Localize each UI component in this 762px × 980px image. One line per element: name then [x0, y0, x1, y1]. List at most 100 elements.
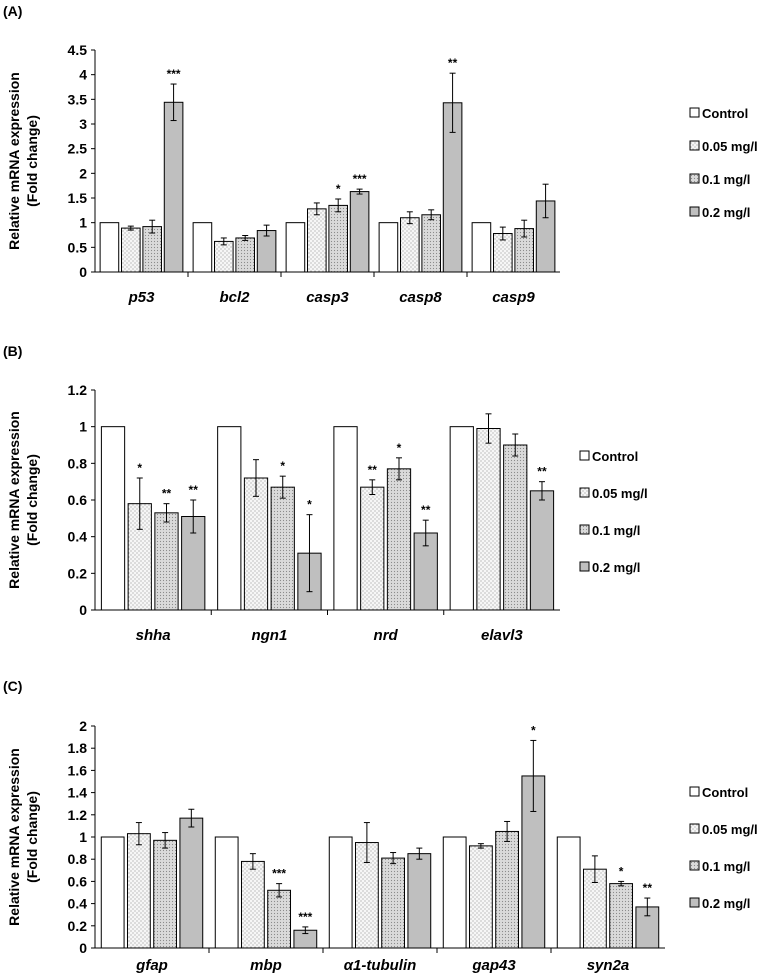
panel-label: (A)	[3, 3, 22, 19]
bar-elavl3-3	[529, 490, 555, 611]
y-tick-label: 0.8	[68, 455, 88, 471]
significance-marker: **	[189, 483, 199, 497]
bar-gfap-3	[179, 817, 204, 949]
bar-α1-tubulin-0	[328, 836, 353, 949]
y-tick-label: 1.4	[68, 785, 88, 801]
bar-casp3-1	[307, 208, 327, 273]
category-label-shha: shha	[136, 627, 171, 644]
bar-bcl2-0	[192, 222, 213, 273]
bar-bcl2-1	[214, 240, 234, 273]
legend-swatch-3	[689, 206, 700, 217]
legend-entry-0: Control	[592, 449, 638, 464]
legend-entry-3: 0.2 mg/l	[702, 205, 750, 220]
significance-marker: ***	[272, 867, 286, 881]
bar-nrd-0	[333, 426, 358, 611]
bar-gap43-2	[495, 830, 520, 949]
y-tick-label: 0.6	[68, 873, 88, 889]
bar-ngn1-0	[217, 426, 242, 611]
legend-swatch-3	[689, 897, 700, 908]
significance-marker: **	[368, 463, 378, 477]
bar-elavl3-2	[503, 444, 528, 611]
bar-bcl2-2	[235, 237, 255, 273]
bar-gap43-0	[442, 836, 467, 949]
category-label-syn2a: syn2a	[587, 957, 630, 974]
y-tick-label: 2	[79, 718, 87, 734]
bar-shha-2	[154, 512, 179, 611]
y-tick-label: 1	[79, 829, 87, 845]
bar-p53-0	[99, 222, 120, 273]
bar-gap43-1	[468, 845, 493, 949]
bar-α1-tubulin-2	[381, 857, 406, 949]
panel-label: (C)	[3, 678, 22, 694]
bar-casp3-2	[328, 204, 348, 273]
significance-marker: **	[448, 56, 458, 70]
category-label-mbp: mbp	[250, 957, 282, 974]
legend-swatch-0	[579, 450, 590, 461]
legend-swatch-1	[689, 140, 700, 151]
category-label-p53: p53	[128, 289, 156, 306]
significance-marker: **	[421, 503, 431, 517]
y-axis-title-line1: Relative mRNA expression	[6, 748, 22, 926]
y-tick-label: 2.5	[68, 141, 88, 157]
y-axis-title-line2: (Fold change)	[24, 454, 40, 546]
legend-entry-0: Control	[702, 106, 748, 121]
legend-entry-1: 0.05 mg/l	[592, 486, 648, 501]
bar-casp8-1	[400, 217, 420, 273]
category-label-bcl2: bcl2	[219, 289, 250, 306]
y-tick-label: 0.2	[68, 918, 88, 934]
bar-α1-tubulin-3	[407, 853, 432, 949]
significance-marker: **	[643, 881, 653, 895]
legend-entry-0: Control	[702, 785, 748, 800]
y-tick-label: 3.5	[68, 91, 88, 107]
bar-elavl3-0	[449, 426, 474, 611]
y-tick-label: 1	[79, 419, 87, 435]
significance-marker: *	[137, 461, 142, 475]
significance-marker: *	[307, 498, 312, 512]
bar-p53-1	[121, 227, 141, 273]
y-tick-label: 0	[79, 940, 87, 956]
bar-gfap-2	[153, 839, 178, 949]
y-tick-label: 1.6	[68, 762, 88, 778]
significance-marker: **	[162, 487, 172, 501]
y-tick-label: 0.4	[68, 896, 88, 912]
legend-entry-1: 0.05 mg/l	[702, 822, 758, 837]
bar-gfap-0	[100, 836, 125, 949]
legend-swatch-2	[689, 173, 700, 184]
bar-bcl2-3	[256, 230, 277, 273]
legend-swatch-0	[689, 786, 700, 797]
significance-marker: ***	[167, 67, 181, 81]
bar-shha-0	[100, 426, 126, 611]
legend-swatch-0	[689, 107, 700, 118]
legend-entry-2: 0.1 mg/l	[702, 172, 750, 187]
y-axis-title-line2: (Fold change)	[24, 791, 40, 883]
category-label-nrd: nrd	[374, 627, 399, 644]
category-label-ngn1: ngn1	[251, 627, 287, 644]
legend-swatch-1	[579, 487, 590, 498]
category-label-gfap: gfap	[135, 957, 168, 974]
bar-casp9-0	[471, 222, 492, 273]
significance-marker: *	[531, 723, 536, 737]
bar-casp3-0	[285, 222, 306, 273]
y-tick-label: 0.8	[68, 851, 88, 867]
category-label-casp9: casp9	[492, 289, 535, 306]
y-tick-label: 0.6	[68, 492, 88, 508]
category-label-elavl3: elavl3	[481, 627, 523, 644]
y-axis-title-line1: Relative mRNA expression	[6, 72, 22, 250]
y-tick-label: 4.5	[68, 42, 88, 58]
legend-entry-3: 0.2 mg/l	[702, 896, 750, 911]
bar-casp3-3	[349, 191, 370, 273]
legend-entry-2: 0.1 mg/l	[702, 859, 750, 874]
y-tick-label: 0	[79, 264, 87, 280]
bar-ngn1-2	[270, 486, 295, 611]
bar-mbp-1	[240, 860, 265, 949]
y-tick-label: 2	[79, 165, 87, 181]
significance-marker: **	[537, 465, 547, 479]
bar-casp8-0	[378, 222, 399, 273]
category-label-casp3: casp3	[306, 289, 349, 306]
bar-mbp-2	[267, 889, 292, 949]
legend-entry-2: 0.1 mg/l	[592, 523, 640, 538]
y-tick-label: 1.2	[68, 807, 88, 823]
bar-gfap-1	[126, 833, 151, 949]
y-tick-label: 1.2	[68, 382, 88, 398]
